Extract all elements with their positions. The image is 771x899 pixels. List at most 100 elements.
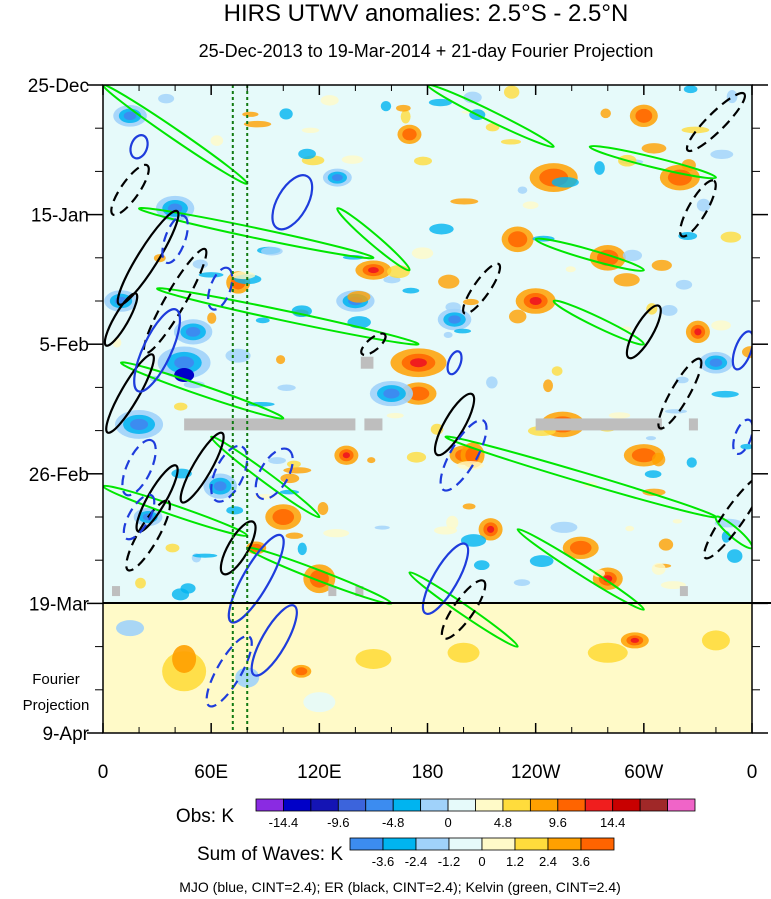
er-contour	[125, 499, 171, 572]
cool-anomaly-core	[123, 111, 137, 121]
warm-anomaly-core	[295, 667, 308, 676]
mjo-contour	[421, 542, 470, 615]
noise-cell	[473, 560, 490, 571]
x-tick-label: 180	[412, 762, 444, 783]
noise-cell	[457, 461, 484, 470]
noise-cell	[644, 470, 662, 478]
x-tick-label: 120E	[297, 762, 341, 783]
noise-cell	[641, 143, 667, 154]
projection-anomaly	[303, 692, 336, 713]
projection-anomaly	[447, 642, 480, 663]
noise-cell	[367, 457, 376, 464]
noise-cell	[450, 198, 479, 205]
noise-cell	[298, 148, 316, 160]
obs-colorbar-swatch	[392, 798, 422, 812]
noise-cell	[714, 518, 742, 528]
missing-data-patch	[364, 418, 383, 431]
er-contour	[179, 431, 225, 504]
obs-colorbar-label: 9.6	[549, 815, 567, 830]
noise-cell	[210, 135, 224, 146]
missing-data-patch	[184, 418, 356, 431]
cool-anomaly-core	[383, 388, 400, 399]
noise-cell	[428, 98, 452, 107]
waves-colorbar-label: 3.6	[572, 854, 590, 869]
projection-anomaly	[587, 642, 628, 663]
missing-data-patch	[535, 418, 662, 431]
noise-cell	[683, 85, 698, 94]
noise-cell	[675, 376, 689, 384]
x-tick-label: 0	[747, 762, 758, 783]
noise-cell	[686, 457, 697, 468]
cool-anomaly-core	[185, 326, 201, 337]
er-contour	[433, 392, 476, 457]
noise-cell	[183, 380, 205, 389]
noise-cell	[726, 90, 738, 104]
noise-cell	[642, 488, 666, 496]
noise-cell	[192, 259, 208, 269]
er-contour	[703, 474, 752, 560]
waves-colorbar-label: -2.4	[405, 854, 427, 869]
mjo-contour	[121, 438, 157, 497]
noise-cell	[347, 291, 371, 303]
obs-colorbar-swatch	[475, 798, 504, 812]
noise-cell	[386, 412, 404, 419]
noise-cell	[710, 149, 734, 159]
noise-cell	[550, 521, 578, 533]
cool-anomaly-core	[448, 315, 461, 324]
obs-colorbar-label: -4.8	[382, 815, 404, 830]
noise-cell	[225, 348, 251, 363]
projection-label-line1: Fourier	[32, 671, 80, 688]
x-tick-label: 60E	[194, 762, 228, 783]
mjo-contour	[254, 447, 294, 501]
mjo-contour	[227, 533, 285, 624]
noise-cell	[529, 555, 554, 567]
noise-cell	[320, 95, 339, 106]
noise-cell	[593, 569, 606, 578]
warm-anomaly-peak	[368, 267, 379, 274]
noise-cell	[400, 109, 411, 124]
obs-colorbar-swatch	[365, 798, 394, 812]
er-contour	[116, 209, 180, 306]
noise-cell	[740, 443, 752, 450]
waves-colorbar-swatch	[349, 837, 384, 851]
noise-cell	[198, 272, 224, 278]
noise-cell	[277, 384, 296, 391]
noise-cell	[323, 529, 350, 538]
obs-colorbar-swatch	[255, 798, 284, 812]
chart-subtitle: 25-Dec-2013 to 19-Mar-2014 + 21-day Four…	[199, 41, 654, 61]
warm-anomaly-peak	[694, 328, 702, 336]
waves-colorbar-label: 1.2	[506, 854, 524, 869]
projection-label-line2: Projection	[23, 697, 90, 714]
noise-cell	[522, 201, 539, 210]
noise-cell	[622, 249, 643, 262]
waves-colorbar-label: 0	[478, 854, 485, 869]
noise-cell	[276, 355, 286, 365]
noise-cell	[681, 126, 710, 134]
noise-cell	[625, 525, 635, 532]
chart-title: HIRS UTWV anomalies: 2.5°S - 2.5°N	[224, 0, 629, 27]
noise-cell	[255, 317, 270, 324]
missing-data-patch	[360, 356, 374, 369]
noise-cell	[711, 320, 731, 331]
noise-cell	[543, 379, 553, 393]
warm-anomaly-peak	[410, 358, 427, 368]
noise-cell	[613, 273, 640, 287]
obs-colorbar-swatch	[283, 798, 312, 812]
noise-cell	[675, 279, 693, 290]
kelvin-contour	[120, 361, 285, 420]
waves-colorbar-swatch	[514, 837, 549, 851]
noise-cell	[207, 312, 217, 324]
y-tick-label: 26-Feb	[29, 465, 89, 486]
noise-cell	[402, 287, 420, 294]
x-tick-label: 120W	[511, 762, 561, 783]
mjo-contour	[161, 214, 189, 265]
warm-anomaly-core	[631, 448, 656, 463]
er-contour	[462, 262, 502, 315]
noise-cell	[645, 436, 657, 441]
obs-colorbar-swatch	[584, 798, 614, 812]
noise-cell	[486, 376, 498, 389]
noise-cell	[594, 161, 605, 175]
y-tick-label: 25-Dec	[28, 76, 89, 97]
warm-anomaly-core	[508, 231, 528, 248]
